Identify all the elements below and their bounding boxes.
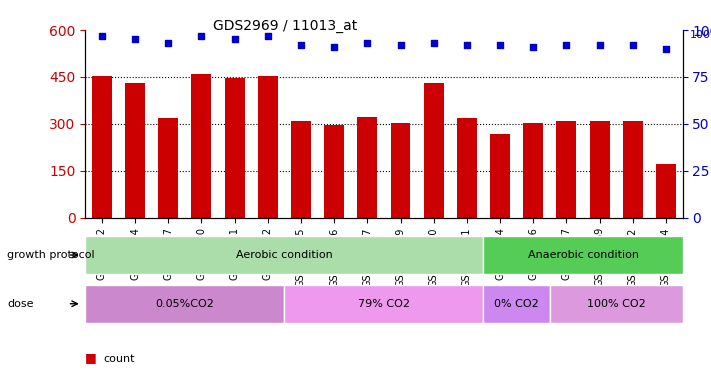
Bar (623, 121, 643, 218)
Bar (291, 121, 311, 218)
Text: ■: ■ (85, 351, 97, 364)
Text: 0% CO2: 0% CO2 (494, 299, 539, 309)
Point (129, 36, 141, 42)
Point (494, 42, 506, 48)
Text: 100% CO2: 100% CO2 (587, 299, 646, 309)
Bar (490, 134, 510, 218)
Point (627, 42, 638, 48)
Bar (424, 83, 444, 218)
Bar (523, 123, 543, 218)
Point (163, 40, 174, 46)
Point (262, 33, 274, 39)
Text: growth protocol: growth protocol (7, 250, 95, 260)
Bar (191, 74, 211, 217)
Point (661, 46, 672, 52)
Bar (159, 118, 178, 218)
Point (229, 36, 240, 42)
Point (428, 40, 439, 46)
Bar (225, 78, 245, 218)
Bar (324, 125, 344, 218)
Bar (557, 121, 577, 218)
Text: count: count (103, 354, 134, 364)
Bar (457, 118, 477, 218)
Text: Aerobic condition: Aerobic condition (236, 250, 333, 260)
Bar (92, 76, 112, 217)
Text: 100%: 100% (690, 30, 711, 40)
Text: 79% CO2: 79% CO2 (358, 299, 410, 309)
Point (395, 42, 406, 48)
Point (594, 42, 605, 48)
Bar (589, 121, 609, 218)
Text: 0.05%CO2: 0.05%CO2 (156, 299, 214, 309)
Point (528, 44, 539, 50)
Point (328, 44, 340, 50)
Point (295, 42, 306, 48)
Point (362, 40, 373, 46)
Bar (358, 117, 378, 218)
Text: dose: dose (7, 299, 33, 309)
Point (561, 42, 572, 48)
Point (196, 33, 207, 39)
Bar (125, 82, 145, 218)
Text: GDS2969 / 11013_at: GDS2969 / 11013_at (213, 19, 358, 33)
Point (461, 42, 473, 48)
Point (96, 33, 107, 39)
Bar (258, 76, 278, 217)
Bar (656, 164, 676, 218)
Text: Anaerobic condition: Anaerobic condition (528, 250, 638, 260)
Bar (390, 123, 410, 218)
